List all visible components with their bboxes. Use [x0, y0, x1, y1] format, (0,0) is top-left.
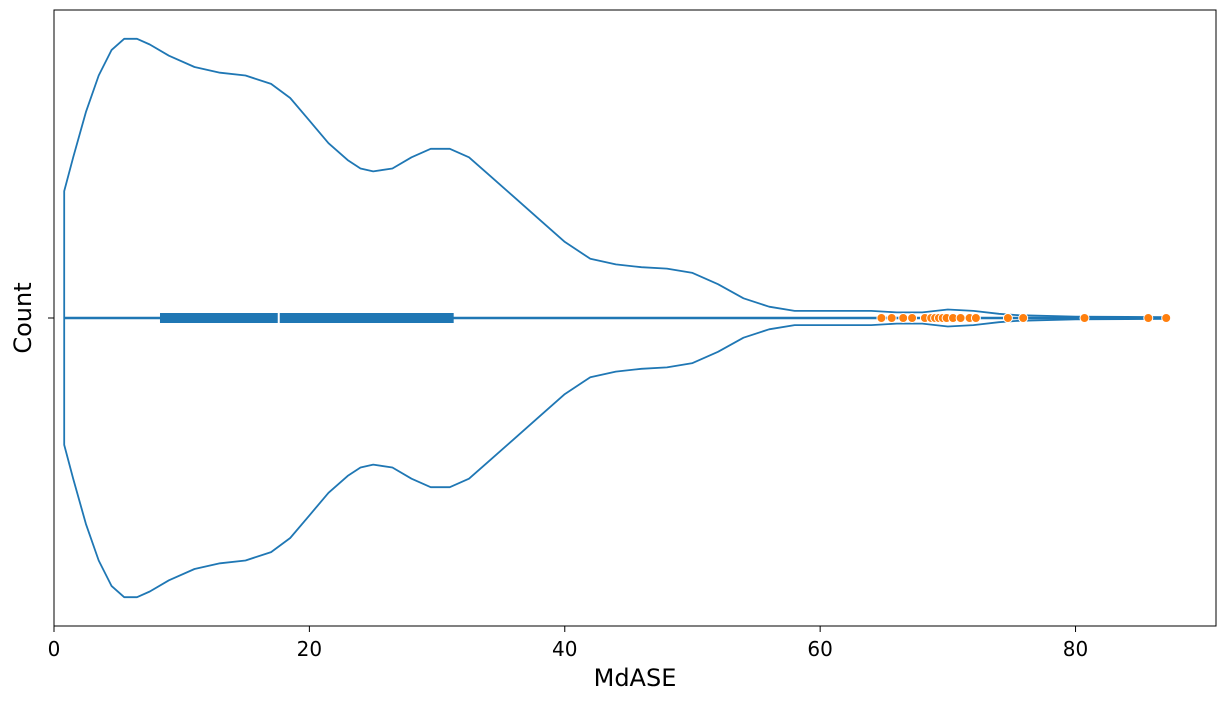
outlier-point — [1079, 313, 1090, 323]
x-tick-label: 40 — [552, 637, 577, 661]
x-tick-label: 80 — [1063, 637, 1088, 661]
outlier-point — [1143, 313, 1154, 323]
y-axis-label: Count — [9, 282, 37, 353]
outlier-point — [1018, 313, 1029, 323]
x-tick-label: 60 — [807, 637, 832, 661]
x-axis: 0 20 40 60 80 — [48, 626, 1088, 661]
outlier-point — [1161, 313, 1172, 323]
outlier-point — [970, 313, 981, 323]
outlier-point — [886, 313, 897, 323]
iqr-box — [159, 313, 454, 323]
x-axis-label: MdASE — [594, 664, 677, 692]
outlier-point — [898, 313, 909, 323]
x-tick-label: 0 — [48, 637, 61, 661]
outlier-point — [907, 313, 918, 323]
outlier-point — [955, 313, 966, 323]
x-tick-label: 20 — [297, 637, 322, 661]
plot-area — [63, 37, 1172, 599]
outlier-point — [1002, 313, 1013, 323]
outlier-point — [876, 313, 887, 323]
